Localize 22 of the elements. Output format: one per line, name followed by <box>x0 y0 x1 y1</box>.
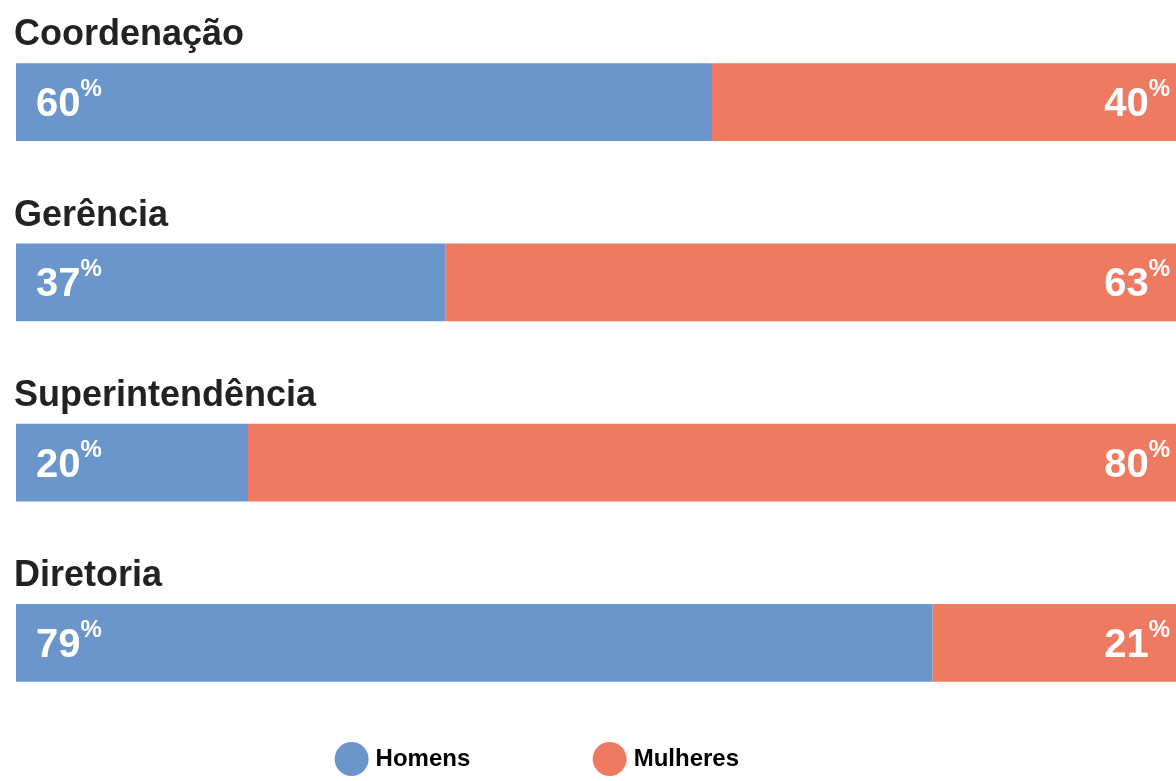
data-label: 63% <box>1104 254 1170 305</box>
y-tick-label: Gerência <box>14 192 170 234</box>
bar <box>16 243 446 322</box>
bar <box>16 604 933 682</box>
data-label: 60% <box>36 74 102 125</box>
bar <box>445 243 1176 322</box>
y-tick-label: Diretoria <box>14 553 164 595</box>
data-label: 20% <box>36 434 102 485</box>
y-tick-label: Superintendência <box>14 372 318 414</box>
bar <box>16 423 248 502</box>
bar <box>248 423 1176 502</box>
bar <box>16 63 712 141</box>
legend-label: Homens <box>375 743 584 771</box>
data-label: 80% <box>1104 434 1170 485</box>
bar <box>932 604 1176 682</box>
data-label: 37% <box>36 254 102 305</box>
legend-label: Mulheres <box>633 743 853 771</box>
y-tick-label: Coordenação <box>14 12 245 54</box>
data-label: 21% <box>1104 614 1170 665</box>
bar <box>712 63 1176 141</box>
data-label: 40% <box>1104 74 1170 125</box>
data-label: 79% <box>36 614 102 665</box>
